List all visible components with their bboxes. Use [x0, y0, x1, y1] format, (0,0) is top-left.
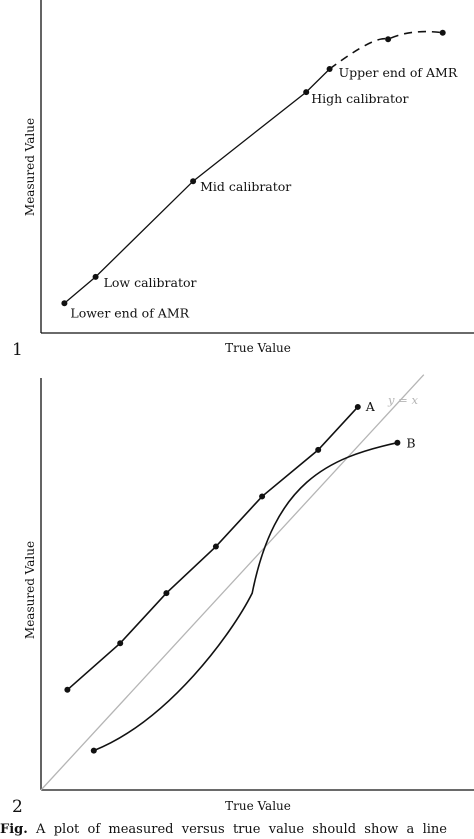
- panel-1-point: [92, 273, 99, 280]
- panel-1-point: [61, 300, 68, 307]
- figure-caption: Fig. A plot of measured versus true valu…: [0, 822, 447, 837]
- panel-1-ylabel: Measured Value: [23, 118, 37, 216]
- panel-1-points: Lower end of AMR Low calibrator Mid calibr…: [61, 29, 458, 320]
- caption-text: A plot of measured versus true value sho…: [28, 822, 447, 837]
- panel-2-series-a-line: [66, 406, 359, 691]
- panel-2-series-a-point: [117, 640, 124, 647]
- panel-2-series-a-point: [259, 493, 266, 500]
- panel-2-points: AB: [64, 399, 416, 754]
- panel-2-series-a-point: [315, 446, 322, 453]
- panel-1-point-label: Upper end of AMR: [339, 65, 458, 80]
- panel-2-series-a-point: [354, 403, 361, 410]
- caption-bold: Fig.: [0, 822, 28, 837]
- panel-1-number: 1: [12, 340, 23, 360]
- panel-2: AB y = x Measured Value True Value 2: [12, 374, 474, 817]
- panel-1-point: [385, 36, 392, 43]
- panel-1-point-label: High calibrator: [311, 91, 408, 106]
- panel-2-series-a-point: [212, 543, 219, 550]
- panel-2-xlabel: True Value: [225, 799, 291, 813]
- panel-1-point-label: Low calibrator: [104, 275, 197, 290]
- panel-1-xlabel: True Value: [225, 341, 291, 355]
- panel-1-point-label: Mid calibrator: [200, 179, 291, 194]
- panel-2-series-a-point: [64, 686, 71, 693]
- panel-1-nonlinear-extension: [329, 30, 443, 70]
- panel-2-series-b-point: [90, 747, 97, 754]
- panel-2-series-b-curve: [93, 441, 398, 752]
- panel-2-number: 2: [12, 797, 23, 817]
- panel-1-point: [326, 66, 333, 72]
- panel-2-series-b-label: B: [406, 436, 415, 451]
- panel-1-point: [439, 29, 446, 36]
- panel-2-identity-label: y = x: [387, 393, 418, 407]
- panel-1-point-label: Lower end of AMR: [70, 305, 189, 320]
- panel-1-point: [190, 178, 197, 185]
- panel-2-series-a-point: [163, 590, 170, 597]
- panel-2-series-b-point: [394, 439, 401, 446]
- panel-2-identity-line: [40, 374, 425, 791]
- panel-2-series-a-label: A: [365, 399, 376, 414]
- panel-2-ylabel: Measured Value: [23, 541, 37, 639]
- panel-1-point: [303, 89, 310, 96]
- panel-1: Lower end of AMR Low calibrator Mid calibr…: [12, 0, 474, 360]
